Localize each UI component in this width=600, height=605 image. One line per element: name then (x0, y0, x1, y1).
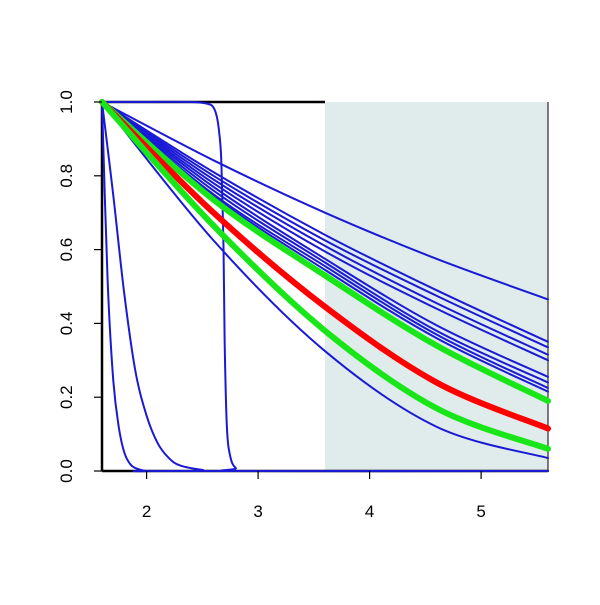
series-line-10 (101, 101, 549, 384)
series-line-3 (101, 100, 549, 473)
series-line-16 (101, 101, 549, 460)
y-tick-label: 1.0 (57, 90, 76, 114)
y-tick-label: 0.4 (57, 312, 76, 336)
y-tick-label: 0.8 (57, 164, 76, 188)
series-line-5 (101, 101, 549, 343)
x-tick-label: 4 (365, 502, 374, 521)
series-line-6 (101, 101, 549, 349)
y-tick-label: 0.6 (57, 238, 76, 262)
series-line-7 (101, 101, 549, 356)
series-line-4 (101, 101, 549, 301)
x-tick-label: 5 (476, 502, 485, 521)
y-tick-label: 0.2 (57, 385, 76, 409)
y-tick-label: 0.0 (57, 459, 76, 483)
x-tick-label: 2 (142, 502, 151, 521)
series-line-14 (99, 99, 551, 432)
series-line-15 (99, 99, 551, 452)
x-tick-label: 3 (253, 502, 262, 521)
series-line-8 (101, 101, 549, 362)
series-line-13 (99, 99, 551, 404)
ticks-group: 2 3 4 5 0.0 0.2 0.4 0.6 0.8 1.0 (57, 90, 486, 521)
series-line-9 (101, 101, 549, 378)
series-group (99, 99, 551, 473)
